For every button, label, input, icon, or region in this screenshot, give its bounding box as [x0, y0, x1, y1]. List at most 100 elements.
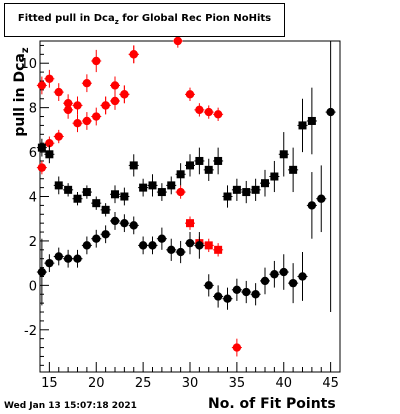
data-point: [251, 185, 260, 194]
data-point: [279, 267, 288, 277]
data-point: [260, 276, 270, 286]
data-point: [157, 234, 167, 243]
data-point: [204, 107, 213, 117]
data-point: [120, 218, 129, 228]
data-point: [63, 254, 73, 263]
x-axis-label: No. of Fit Points: [208, 396, 336, 412]
x-tick-label: 45: [322, 376, 339, 391]
data-point: [307, 201, 317, 210]
data-point: [214, 245, 223, 254]
data-point: [204, 241, 213, 250]
data-point: [101, 230, 110, 239]
y-tick-label: -2: [24, 324, 37, 339]
data-point: [167, 245, 176, 255]
y-tick-label: 10: [20, 57, 37, 72]
data-point: [92, 234, 101, 243]
data-point: [148, 241, 157, 250]
data-point: [139, 183, 148, 192]
timestamp: Wed Jan 13 15:07:18 2021: [4, 401, 137, 411]
data-point: [204, 165, 213, 174]
data-point: [82, 116, 92, 126]
data-point: [223, 192, 232, 201]
data-point: [326, 107, 335, 117]
data-point: [232, 185, 241, 194]
data-point: [82, 241, 92, 250]
data-point: [138, 241, 148, 250]
data-point: [120, 192, 129, 201]
chart-title-box: Fitted pull in Dcaz for Global Rec Pion …: [4, 3, 285, 37]
data-point: [214, 156, 223, 165]
data-point: [307, 116, 316, 125]
data-point: [279, 150, 288, 159]
data-point: [213, 110, 223, 119]
y-tick-label: 2: [29, 235, 37, 250]
data-point: [111, 190, 119, 199]
data-point: [73, 101, 82, 110]
data-point: [242, 287, 251, 297]
data-point: [73, 254, 82, 263]
data-point: [45, 258, 54, 268]
data-point: [185, 238, 195, 248]
data-point: [92, 199, 101, 208]
data-point: [242, 188, 251, 197]
data-point: [37, 143, 46, 152]
y-tick-label: 0: [29, 279, 37, 294]
data-point: [64, 185, 73, 194]
series-2: [185, 216, 224, 257]
data-point: [185, 90, 195, 99]
y-tick-label: 8: [29, 102, 37, 117]
data-point: [54, 181, 63, 190]
data-point: [232, 285, 242, 295]
data-point: [186, 219, 194, 228]
x-tick-label: 20: [88, 376, 105, 391]
data-point: [129, 50, 138, 59]
data-point: [82, 188, 91, 197]
x-tick-label: 15: [41, 376, 58, 391]
data-point: [288, 278, 298, 288]
data-point: [186, 161, 194, 170]
data-point: [176, 187, 185, 197]
x-tick-label: 40: [275, 376, 292, 391]
data-point: [204, 281, 213, 290]
data-point: [195, 156, 204, 165]
chart-title: Fitted pull in Dcaz for Global Rec Pion …: [17, 13, 272, 26]
data-point: [54, 252, 63, 261]
data-point: [270, 270, 279, 279]
data-point: [298, 121, 307, 130]
data-point: [63, 99, 73, 108]
data-point: [92, 112, 101, 121]
y-tick-label: 4: [29, 191, 37, 206]
data-point: [270, 172, 279, 181]
data-point: [195, 105, 204, 115]
data-point: [101, 205, 110, 214]
data-point: [110, 81, 120, 90]
data-point: [92, 56, 101, 66]
data-point: [129, 221, 138, 230]
data-point: [298, 272, 307, 281]
data-point: [232, 343, 242, 352]
series-3: [36, 87, 317, 217]
data-point: [195, 241, 204, 250]
data-point: [37, 81, 47, 90]
data-point: [73, 194, 82, 203]
y-tick-label: 6: [29, 146, 37, 161]
x-tick-label: 35: [229, 376, 246, 391]
data-point: [148, 181, 157, 190]
series-4: [36, 41, 336, 313]
axes: 15 20 25 30 35 40 45 -2 0 2 4 6 8 10: [20, 44, 341, 391]
data-point: [223, 294, 232, 303]
data-point: [157, 188, 166, 197]
data-point: [54, 87, 63, 97]
data-point: [45, 150, 54, 159]
data-point: [176, 170, 185, 179]
x-tick-label: 25: [135, 376, 152, 391]
series-1: [36, 36, 242, 357]
data-point: [317, 194, 326, 203]
data-point: [73, 118, 82, 128]
data-point: [45, 138, 54, 148]
data-point: [261, 179, 269, 188]
data-point: [167, 181, 176, 190]
data-point: [37, 267, 47, 277]
data-point: [54, 132, 63, 141]
